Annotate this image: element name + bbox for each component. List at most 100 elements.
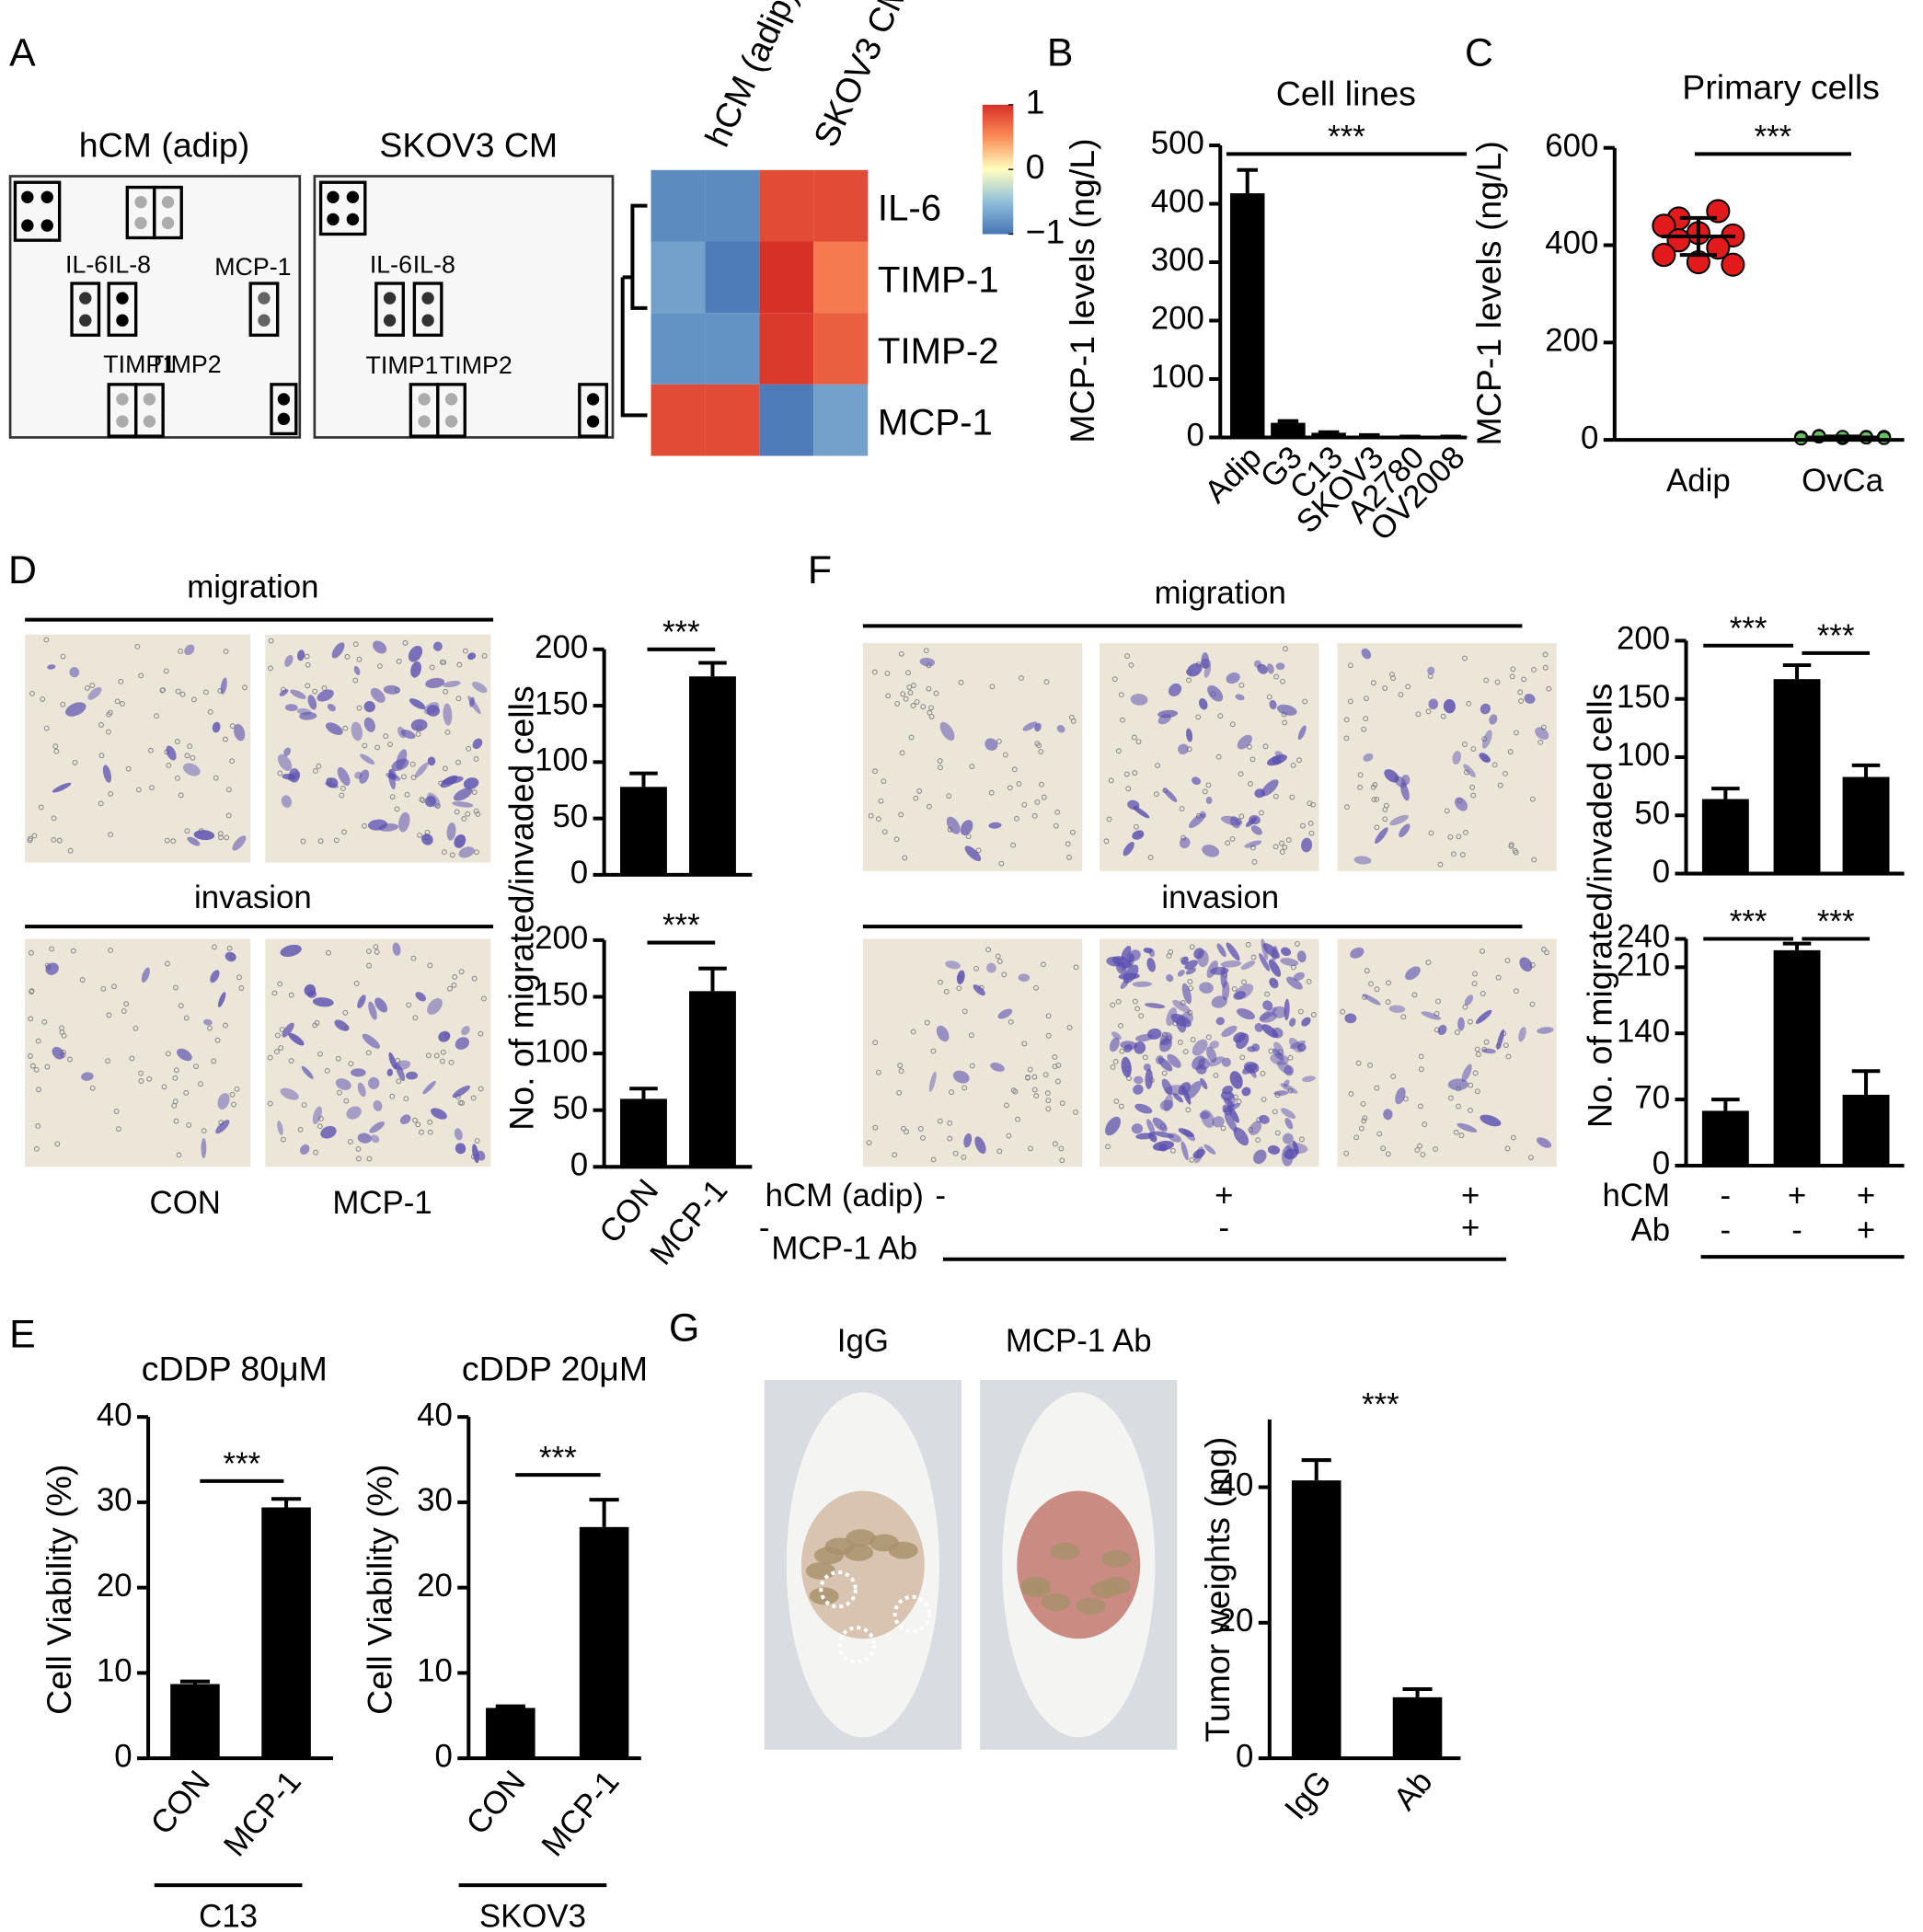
pore	[374, 949, 380, 955]
pore	[389, 1093, 396, 1099]
pore	[1390, 1074, 1397, 1079]
stained-cell	[1270, 1052, 1289, 1065]
stained-cell	[1207, 684, 1224, 702]
pore	[1272, 793, 1279, 799]
pore	[1261, 1097, 1267, 1102]
blot-spot	[134, 195, 147, 209]
pore	[1118, 1103, 1124, 1110]
pore	[1187, 979, 1193, 984]
pore	[1462, 829, 1468, 835]
stained-cell	[1236, 1032, 1249, 1050]
pore	[1289, 794, 1295, 800]
stained-cell	[1180, 956, 1189, 965]
pore	[1504, 1145, 1511, 1152]
pore	[1462, 742, 1468, 748]
stained-cell	[335, 1078, 351, 1090]
blot-box	[578, 383, 608, 438]
stained-cell	[351, 1068, 366, 1077]
blot-spot	[79, 314, 92, 327]
stained-cell	[1109, 1037, 1120, 1052]
y-tick-label: 200	[535, 920, 588, 956]
stained-cell	[467, 652, 477, 661]
stained-cell	[357, 1133, 372, 1144]
pore	[89, 1085, 96, 1091]
stained-cell	[1399, 823, 1411, 838]
pore	[1405, 684, 1411, 690]
significance-label: ***	[1730, 611, 1768, 647]
stained-cell	[952, 1070, 970, 1084]
photo-label: MCP-1 Ab	[1006, 1323, 1152, 1359]
blot-spot	[277, 412, 291, 426]
stained-cell	[939, 721, 955, 742]
stained-cell	[1105, 1116, 1121, 1136]
pore	[342, 1009, 349, 1016]
pore	[412, 1117, 418, 1123]
stained-cell	[1215, 1017, 1226, 1026]
pore	[1420, 1152, 1426, 1157]
blot-spot	[21, 219, 34, 232]
pore	[1052, 1141, 1058, 1147]
pore	[1033, 984, 1039, 991]
condition-value: -	[759, 1210, 770, 1246]
pore	[340, 786, 346, 791]
stained-cell	[1267, 1144, 1281, 1155]
stained-cell	[373, 1100, 383, 1111]
pore	[1155, 763, 1161, 768]
stained-cell	[1437, 1024, 1447, 1036]
pore	[452, 974, 458, 980]
stained-cell	[414, 762, 429, 778]
stained-cell	[357, 1082, 366, 1098]
pore	[872, 1124, 879, 1131]
pore	[956, 985, 962, 992]
pore	[996, 1148, 1003, 1155]
pore	[119, 701, 125, 707]
pore	[894, 700, 901, 707]
stained-cell	[997, 1008, 1013, 1019]
stained-cell	[212, 721, 221, 733]
pore	[1034, 799, 1041, 805]
pore	[1001, 972, 1008, 978]
pore	[29, 691, 35, 696]
pore	[881, 829, 888, 835]
stained-cell	[1205, 1046, 1217, 1063]
stained-cell	[1480, 1114, 1502, 1127]
blot-box	[412, 282, 443, 337]
pore	[1472, 1070, 1479, 1076]
pore	[1447, 834, 1454, 840]
pore	[60, 653, 66, 660]
y-tick-label: 200	[1151, 301, 1204, 337]
pore	[54, 1141, 61, 1147]
pore	[98, 800, 104, 807]
pore	[481, 995, 487, 1002]
pore	[305, 683, 311, 689]
pore	[1011, 766, 1018, 773]
colorbar	[982, 104, 1014, 235]
stained-cell	[1206, 960, 1218, 979]
pore	[1229, 721, 1236, 728]
pore	[1383, 802, 1389, 809]
stained-cell	[1157, 709, 1179, 719]
pore	[29, 988, 35, 994]
pore	[1529, 1001, 1536, 1007]
pore	[1013, 815, 1019, 822]
stained-cell	[1222, 1104, 1232, 1116]
pore	[1054, 809, 1061, 815]
pore	[1004, 1102, 1009, 1109]
pore	[35, 1123, 41, 1129]
pore	[1353, 1134, 1360, 1141]
stained-cell	[1235, 694, 1245, 701]
pore	[412, 1015, 419, 1021]
pore	[132, 1025, 139, 1031]
y-tick-label: 50	[1634, 795, 1670, 831]
pore	[401, 774, 407, 780]
stained-cell	[1524, 693, 1536, 704]
blot-spot	[418, 393, 431, 406]
stained-cell	[1133, 1075, 1144, 1085]
stained-cell	[1447, 1078, 1469, 1091]
pore	[1031, 1087, 1038, 1093]
pore	[928, 705, 934, 711]
pore	[448, 1059, 455, 1065]
pore	[1180, 1000, 1186, 1006]
pore	[962, 1085, 968, 1091]
stained-cell	[945, 960, 961, 970]
